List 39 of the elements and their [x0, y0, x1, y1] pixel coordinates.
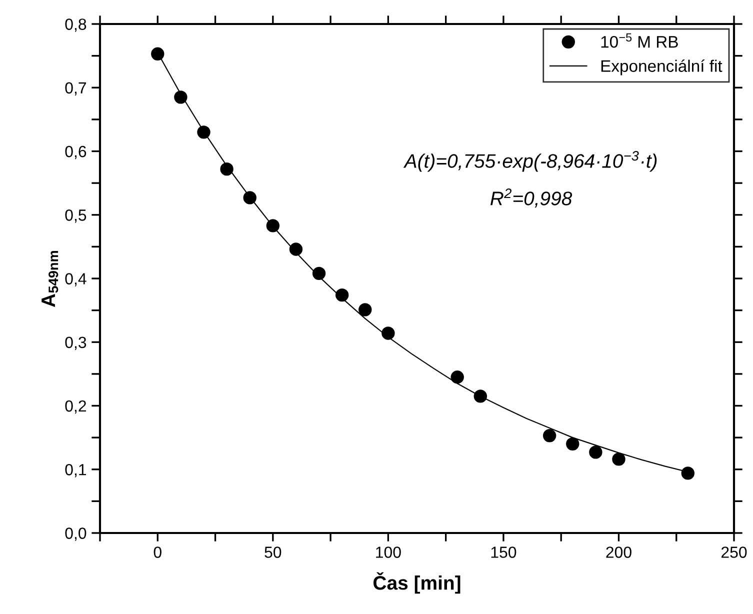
point — [589, 446, 602, 459]
y-tick-label: 0,8 — [65, 18, 86, 32]
point — [542, 429, 556, 442]
y-axis-title: A$_{549nm}$ — [42, 250, 58, 307]
x-tick-label: 0 — [154, 546, 162, 558]
y-tick-label: 0,2 — [65, 400, 86, 414]
point — [289, 242, 303, 256]
annotation: R$^{2}$=0,998 — [490, 188, 572, 208]
point — [151, 47, 164, 60]
legend-label: 10$^{−5}$ M RB — [601, 33, 678, 48]
point — [174, 90, 188, 104]
annotation: A(t)=0,755·exp(-8,964·10$^{−3}$·t) — [403, 151, 657, 172]
y-tick-label: 0,3 — [65, 336, 86, 350]
legend-label: Exponenciální fit — [601, 60, 722, 76]
y-tick-label: 0,4 — [65, 273, 86, 286]
point — [197, 126, 210, 139]
point — [612, 452, 626, 466]
point — [681, 466, 694, 480]
x-tick-label: 250 — [721, 546, 747, 558]
point — [220, 162, 234, 176]
y-tick-label: 0,0 — [65, 528, 86, 541]
point — [382, 326, 395, 340]
y-tick-label: 0,6 — [65, 146, 86, 160]
x-tick-label: 200 — [606, 546, 632, 558]
y-tick-label: 0,1 — [65, 464, 86, 478]
y-tick-label: 0,7 — [65, 82, 86, 96]
point — [266, 219, 280, 232]
point — [312, 266, 326, 280]
y-tick-label: 0,5 — [65, 210, 86, 223]
point — [243, 191, 256, 204]
x-tick-label: 100 — [376, 546, 401, 558]
point — [358, 303, 372, 316]
point — [450, 370, 464, 384]
x-axis-title: Čas [min] — [374, 572, 460, 594]
point — [566, 437, 580, 451]
point — [335, 288, 349, 302]
point — [474, 390, 487, 403]
x-tick-label: 50 — [264, 546, 282, 558]
x-tick-label: 150 — [491, 546, 516, 558]
